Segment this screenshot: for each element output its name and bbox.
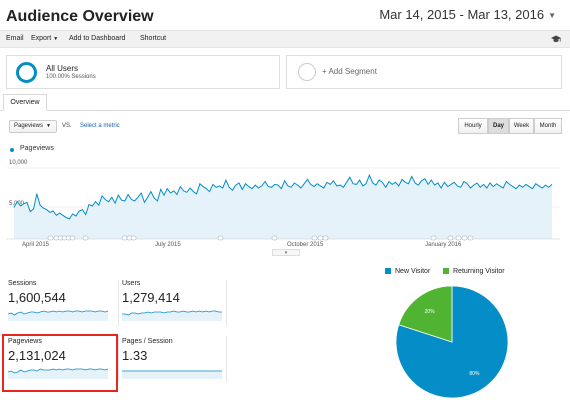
legend-swatch (443, 268, 449, 274)
pageviews-sparkline (8, 368, 109, 379)
granularity-hourly-button[interactable]: Hourly (458, 118, 488, 134)
chevron-down-icon: ▼ (548, 11, 556, 21)
segment-title: All Users (46, 64, 79, 73)
shortcut-button[interactable]: Shortcut (140, 35, 167, 42)
sparkline-line (8, 310, 109, 316)
caret-down-icon: ▼ (46, 123, 51, 129)
visitor-type-pie-chart: 80% 20% (395, 285, 509, 399)
metric-value: 1,600,544 (8, 290, 66, 305)
annotation-marker (47, 235, 54, 241)
annotation-markers (47, 235, 474, 241)
date-range-picker[interactable]: Mar 14, 2015 - Mar 13, 2016 ▼ (379, 7, 556, 22)
caret-down-icon: ▼ (53, 36, 59, 42)
pages-per-session-sparkline (122, 370, 222, 379)
legend-pageviews-label: Pageviews (20, 145, 54, 152)
metric-value: 1,279,414 (122, 290, 180, 305)
segment-placeholder-icon (298, 63, 316, 81)
segment-all-users[interactable]: All Users 100.00% Sessions (6, 55, 280, 89)
add-to-dashboard-button[interactable]: Add to Dashboard (69, 35, 126, 42)
annotation-marker (271, 235, 278, 241)
annotation-marker (467, 235, 474, 241)
y-tick-10000: 10,000 (9, 160, 28, 166)
annotation-marker (217, 235, 224, 241)
metric-label: Sessions (8, 280, 37, 287)
tile-divider (118, 280, 119, 326)
granularity-month-button[interactable]: Month (534, 118, 562, 134)
report-toolbar: Email Export ▼ Add to Dashboard Shortcut (0, 30, 570, 48)
granularity-day-button[interactable]: Day (488, 118, 509, 134)
sparkline-line (122, 310, 222, 316)
metric-value: 1.33 (122, 348, 148, 363)
metric-label: Pageviews (8, 338, 42, 345)
annotation-marker (317, 235, 324, 241)
tile-divider (226, 336, 227, 382)
tab-underline (0, 110, 570, 111)
pie-label-new-visitor: 80% (469, 371, 480, 377)
x-tick-january-2016: January 2016 (425, 242, 462, 248)
segment-ring-icon (16, 62, 37, 83)
pie-slice-new-visitor (395, 285, 509, 399)
tab-overview[interactable]: Overview (3, 94, 47, 111)
tile-divider (226, 280, 227, 326)
select-metric-link[interactable]: Select a metric (80, 123, 120, 129)
pie-label-returning-visitor: 20% (425, 309, 436, 315)
legend-pageviews-marker (10, 148, 14, 152)
pageviews-highlight-box (2, 334, 118, 392)
annotation-marker (121, 235, 128, 241)
tile-divider (118, 336, 119, 382)
pie-legend-new-visitor[interactable]: New Visitor (385, 268, 430, 275)
pageviews-line (13, 173, 553, 220)
legend-label: Returning Visitor (453, 268, 505, 275)
annotation-marker (82, 235, 89, 241)
segment-subtitle: 100.00% Sessions (46, 74, 96, 80)
metric-dropdown-label: Pageviews (14, 123, 44, 129)
vs-label: VS. (62, 123, 72, 129)
pie-legend-returning-visitor[interactable]: Returning Visitor (443, 268, 505, 275)
sparkline-area (8, 369, 108, 379)
x-tick-july-2015: July 2015 (155, 242, 181, 248)
annotation-marker (69, 235, 76, 241)
annotation-marker (430, 235, 437, 241)
graduation-cap-icon[interactable] (551, 35, 561, 43)
annotation-marker (311, 235, 318, 241)
sparkline-area (8, 311, 108, 321)
legend-label: New Visitor (395, 268, 431, 275)
annotation-marker (130, 235, 137, 241)
users-sparkline (122, 310, 222, 321)
export-button[interactable]: Export ▼ (31, 35, 58, 42)
sparkline-line (8, 368, 109, 374)
pageviews-chart: 10,000 5,000 April 2015 July 2015 Octobe… (6, 160, 560, 248)
granularity-week-button[interactable]: Week (509, 118, 534, 134)
metric-value: 2,131,024 (8, 348, 66, 363)
annotation-marker (322, 235, 329, 241)
date-range-label: Mar 14, 2015 - Mar 13, 2016 (379, 7, 545, 22)
pie-slice-returning-visitor (398, 285, 453, 343)
pageviews-area (14, 175, 552, 239)
add-segment-label: + Add Segment (322, 67, 377, 76)
sparkline-area (122, 371, 222, 379)
legend-swatch (385, 268, 391, 274)
chart-collapse-handle[interactable]: ▾ (272, 249, 300, 256)
sessions-sparkline (8, 310, 109, 321)
metric-dropdown[interactable]: Pageviews ▼ (9, 120, 57, 133)
metric-label: Users (122, 280, 141, 287)
annotation-marker (447, 235, 454, 241)
x-tick-october-2015: October 2015 (287, 242, 324, 248)
metric-label: Pages / Session (122, 338, 173, 345)
x-tick-april-2015: April 2015 (22, 242, 50, 248)
add-segment-button[interactable]: + Add Segment (286, 55, 562, 89)
sparkline-area (122, 311, 222, 321)
annotation-marker (461, 235, 468, 241)
email-button[interactable]: Email (6, 35, 24, 42)
annotation-marker (455, 235, 462, 241)
page-title: Audience Overview (6, 8, 154, 25)
export-label: Export (31, 35, 52, 42)
